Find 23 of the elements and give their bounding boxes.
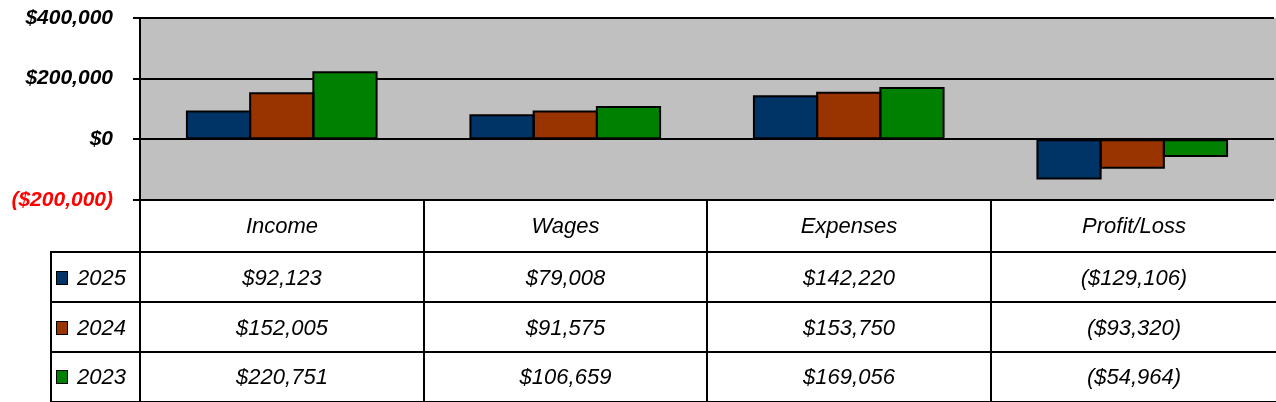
data-label: $153,750 [803, 314, 895, 341]
y-tick-label: ($200,000) [11, 186, 113, 210]
y-tick-label: $0 [88, 126, 114, 150]
x-tick-label: Expenses [800, 213, 898, 239]
data-label: $91,575 [525, 314, 606, 341]
legend-label: 2023 [77, 364, 126, 390]
x-tick-label: Profit/Loss [1082, 213, 1186, 239]
data-label: ($54,964) [1086, 364, 1182, 390]
data-label: $142,220 [803, 264, 895, 291]
data-label: $92,123 [242, 264, 322, 291]
x-tick-label: Income [245, 213, 319, 239]
legend-label: 2024 [77, 314, 126, 341]
data-label: $79,008 [525, 264, 606, 291]
data-label: $152,005 [236, 314, 328, 341]
y-tick-label: $200,000 [24, 65, 114, 89]
x-tick-label: Wages [531, 213, 600, 239]
data-label: $169,056 [803, 364, 895, 390]
data-label: $106,659 [519, 364, 612, 390]
data-label: $220,751 [236, 364, 328, 390]
legend-label: 2025 [77, 264, 126, 291]
y-tick-label: $400,000 [24, 4, 114, 28]
data-label: ($129,106) [1080, 264, 1188, 291]
data-label: ($93,320) [1086, 314, 1182, 341]
